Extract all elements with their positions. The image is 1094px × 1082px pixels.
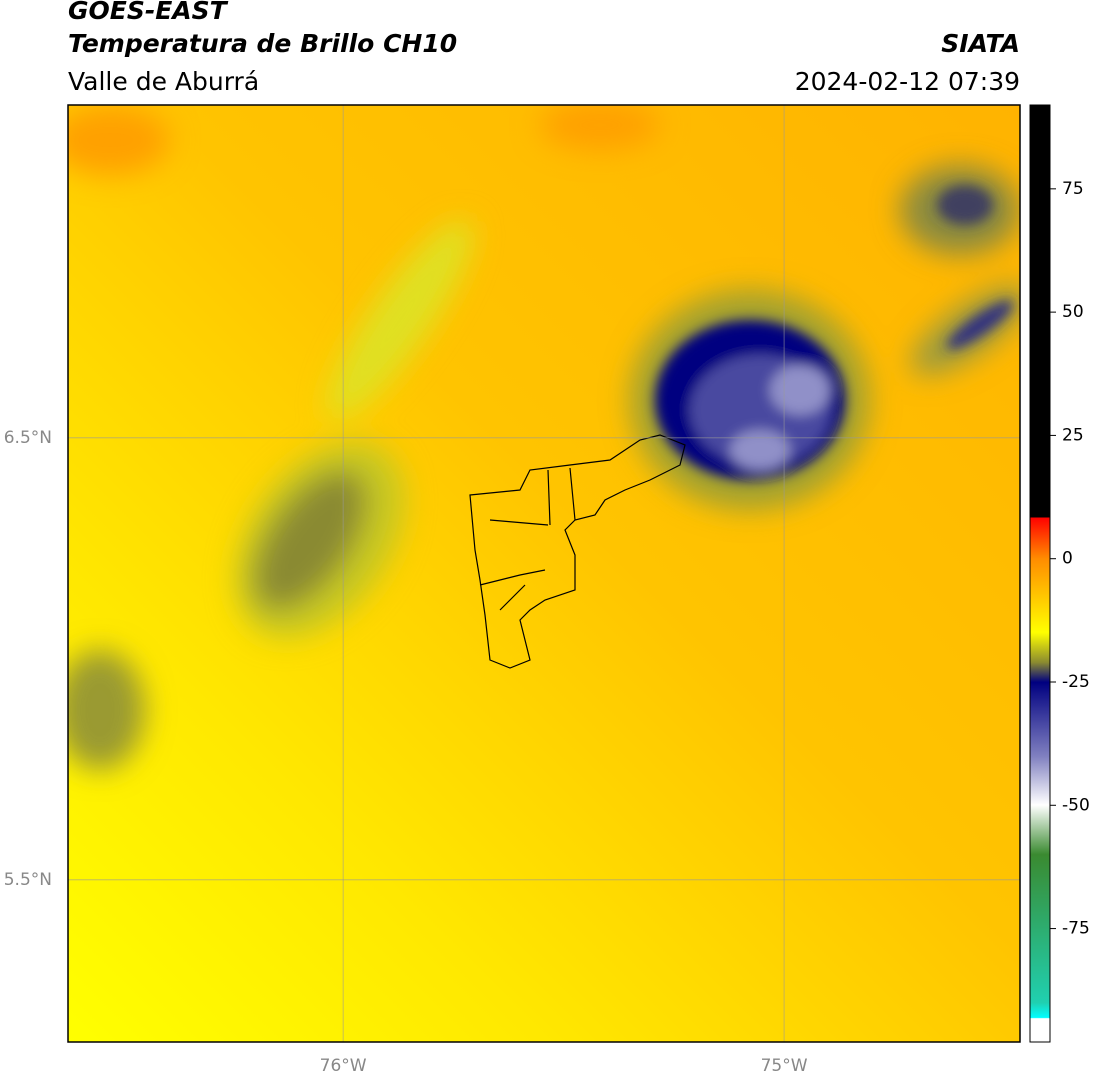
colorbar-tick-label: 50 <box>1062 302 1084 322</box>
source: SIATA <box>941 29 1020 58</box>
colorbar-tick-label: 0 <box>1062 549 1073 569</box>
x-tick-label: 75°W <box>761 1056 808 1076</box>
map-background <box>68 105 1020 1042</box>
colorbar-tick-label: -50 <box>1062 795 1090 815</box>
colorbar-tick-label: -75 <box>1062 919 1090 939</box>
region: Valle de Aburrá <box>68 67 259 96</box>
colorbar-tick-label: 75 <box>1062 179 1084 199</box>
colorbar-tick-label: -25 <box>1062 672 1090 692</box>
map-field <box>68 105 1020 1042</box>
valley-boundary <box>469 434 686 669</box>
subtitle: Temperatura de Brillo CH10 <box>68 29 457 58</box>
map-frame <box>67 104 1021 1043</box>
title: GOES-EAST <box>68 0 229 25</box>
datetime: 2024-02-12 07:39 <box>795 67 1020 96</box>
y-tick-label: 5.5°N <box>4 870 52 890</box>
colorbar <box>1029 104 1051 1043</box>
graticule <box>68 105 1020 1042</box>
y-tick-label: 6.5°N <box>4 428 52 448</box>
x-tick-label: 76°W <box>320 1056 367 1076</box>
colorbar-tick-label: 25 <box>1062 425 1084 445</box>
